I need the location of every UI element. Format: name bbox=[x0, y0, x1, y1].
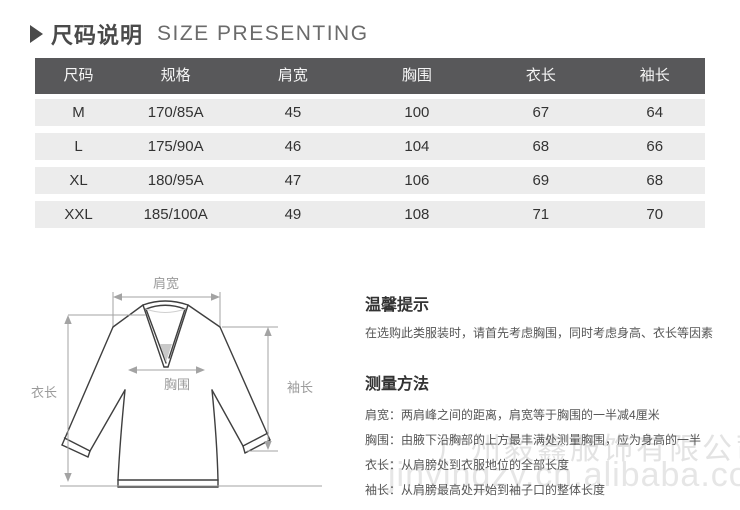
cell: 66 bbox=[646, 138, 664, 155]
cell: 68 bbox=[646, 172, 664, 189]
measure-item-text: 从肩膀最高处开始到袖子口的整体长度 bbox=[401, 483, 606, 497]
column-header-chest: 胸围 bbox=[401, 67, 432, 84]
measure-item-label: 胸围： bbox=[365, 433, 402, 447]
cell: 46 bbox=[284, 138, 302, 155]
length-label: 衣长 bbox=[31, 385, 57, 400]
table-row-xl: XL 180/95A 47 106 69 68 bbox=[35, 167, 705, 194]
column-header-shoulder: 肩宽 bbox=[277, 67, 308, 84]
cell: 71 bbox=[532, 206, 550, 223]
cell: M bbox=[72, 104, 85, 121]
table-header-row: 尺码 规格 肩宽 胸围 衣长 袖长 bbox=[35, 58, 705, 94]
cell: 180/95A bbox=[147, 172, 204, 189]
cell: 67 bbox=[532, 104, 550, 121]
back-collar-line bbox=[145, 308, 186, 313]
shirt-diagram-svg: 肩宽 衣长 胸围 袖长 bbox=[31, 276, 322, 488]
chest-label: 胸围 bbox=[164, 377, 190, 392]
measure-item-length: 衣长：从肩膀处到衣服地位的全部长度 bbox=[365, 453, 737, 478]
info-column: 温馨提示 在选购此类服装时，请首先考虑胸围，同时考虑身高、衣长等因素 测量方法 … bbox=[365, 291, 737, 503]
shoulder-label: 肩宽 bbox=[153, 276, 179, 291]
column-header-spec: 规格 bbox=[160, 67, 191, 84]
measure-item-label: 袖长： bbox=[365, 483, 402, 497]
measure-item-text: 从肩膀处到衣服地位的全部长度 bbox=[401, 458, 570, 472]
cell: 70 bbox=[646, 206, 664, 223]
tips-title: 温馨提示 bbox=[365, 297, 430, 314]
page-header: 尺码说明 SIZE PRESENTING bbox=[30, 16, 369, 52]
measure-item-label: 肩宽： bbox=[365, 408, 402, 422]
table-row-m: M 170/85A 45 100 67 64 bbox=[35, 99, 705, 126]
collar-shade bbox=[160, 344, 172, 362]
measure-item-label: 衣长： bbox=[365, 458, 402, 472]
measure-title: 测量方法 bbox=[365, 376, 430, 393]
table-row-xxl: XXL 185/100A 49 108 71 70 bbox=[35, 201, 705, 228]
page-title-cn: 尺码说明 bbox=[51, 23, 144, 48]
measure-method-block: 测量方法 肩宽：两肩峰之间的距离，肩宽等于胸围的一半减4厘米 胸围：由腋下沿胸部… bbox=[365, 370, 737, 503]
size-table: 尺码 规格 肩宽 胸围 衣长 袖长 M 170/85A 45 100 67 64… bbox=[35, 58, 705, 235]
measure-arrows bbox=[60, 292, 322, 487]
tips-body: 在选购此类服装时，请首先考虑胸围，同时考虑身高、衣长等因素 bbox=[365, 326, 714, 340]
cell: 106 bbox=[404, 172, 430, 189]
cell: 68 bbox=[532, 138, 550, 155]
cell: L bbox=[74, 138, 83, 155]
cell: XXL bbox=[64, 206, 93, 223]
measure-item-sleeve: 袖长：从肩膀最高处开始到袖子口的整体长度 bbox=[365, 478, 737, 503]
cell: 104 bbox=[404, 138, 430, 155]
sleeve-label: 袖长 bbox=[287, 380, 313, 395]
column-header-length: 衣长 bbox=[525, 67, 556, 84]
shirt-measure-diagram: 肩宽 衣长 胸围 袖长 bbox=[20, 268, 350, 508]
right-triangle-icon bbox=[30, 25, 43, 43]
cell: 49 bbox=[284, 206, 302, 223]
measure-item-shoulder: 肩宽：两肩峰之间的距离，肩宽等于胸围的一半减4厘米 bbox=[365, 403, 737, 428]
measure-item-chest: 胸围：由腋下沿胸部的上方最丰满处测量胸围，应为身高的一半 bbox=[365, 428, 737, 453]
cell: 175/90A bbox=[147, 138, 204, 155]
measure-item-text: 两肩峰之间的距离，肩宽等于胸围的一半减4厘米 bbox=[401, 408, 660, 422]
column-header-size: 尺码 bbox=[63, 67, 94, 84]
measure-item-text: 由腋下沿胸部的上方最丰满处测量胸围，应为身高的一半 bbox=[401, 433, 702, 447]
cell: 185/100A bbox=[143, 206, 208, 223]
cell: 64 bbox=[646, 104, 664, 121]
table-row-l: L 175/90A 46 104 68 66 bbox=[35, 133, 705, 160]
cell: XL bbox=[69, 172, 88, 189]
cell: 45 bbox=[284, 104, 302, 121]
column-header-sleeve: 袖长 bbox=[639, 67, 670, 84]
page-title-en: SIZE PRESENTING bbox=[157, 22, 369, 45]
cell: 69 bbox=[532, 172, 550, 189]
cell: 170/85A bbox=[147, 104, 204, 121]
cell: 47 bbox=[284, 172, 302, 189]
cell: 100 bbox=[404, 104, 430, 121]
cell: 108 bbox=[404, 206, 430, 223]
shirt-outline bbox=[61, 300, 271, 488]
